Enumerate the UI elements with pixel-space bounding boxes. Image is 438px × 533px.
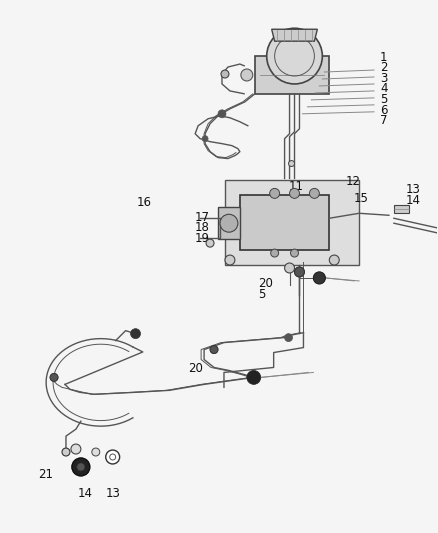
Circle shape — [72, 458, 90, 476]
Text: 14: 14 — [406, 193, 421, 207]
Circle shape — [225, 255, 235, 265]
Text: 16: 16 — [136, 196, 151, 209]
Circle shape — [290, 249, 298, 257]
Circle shape — [62, 448, 70, 456]
Circle shape — [221, 70, 229, 78]
Text: 5: 5 — [380, 93, 387, 106]
Text: 19: 19 — [195, 232, 210, 245]
Text: 5: 5 — [258, 288, 265, 301]
Circle shape — [131, 329, 141, 338]
Text: 18: 18 — [195, 221, 210, 235]
Text: 17: 17 — [195, 211, 210, 224]
Circle shape — [206, 239, 214, 247]
Circle shape — [210, 345, 218, 353]
Text: 20: 20 — [258, 277, 273, 290]
Circle shape — [241, 69, 253, 81]
Circle shape — [218, 110, 226, 118]
Circle shape — [271, 249, 279, 257]
Circle shape — [270, 188, 279, 198]
Text: 2: 2 — [380, 61, 388, 74]
Circle shape — [290, 188, 300, 198]
Circle shape — [247, 370, 261, 384]
Circle shape — [220, 214, 238, 232]
Text: 12: 12 — [345, 175, 360, 188]
Circle shape — [314, 272, 325, 284]
Polygon shape — [272, 29, 318, 41]
Bar — [240, 196, 329, 250]
Circle shape — [77, 463, 85, 471]
Circle shape — [202, 136, 208, 142]
Text: 21: 21 — [39, 469, 53, 481]
Text: 20: 20 — [188, 362, 203, 375]
Circle shape — [289, 160, 294, 166]
Text: 1: 1 — [380, 51, 388, 63]
Bar — [218, 207, 240, 239]
Circle shape — [329, 255, 339, 265]
Circle shape — [71, 444, 81, 454]
Circle shape — [309, 188, 319, 198]
Circle shape — [106, 450, 120, 464]
Circle shape — [92, 448, 100, 456]
Circle shape — [285, 334, 293, 342]
Text: 4: 4 — [380, 83, 388, 95]
Text: 13: 13 — [406, 183, 421, 196]
Text: 3: 3 — [380, 72, 387, 85]
Circle shape — [267, 28, 322, 84]
Text: 14: 14 — [78, 487, 92, 500]
Text: 11: 11 — [289, 181, 304, 193]
Circle shape — [50, 374, 58, 382]
Bar — [225, 181, 359, 265]
Circle shape — [294, 267, 304, 277]
Text: 6: 6 — [380, 103, 388, 117]
Text: 15: 15 — [354, 192, 369, 205]
Bar — [255, 56, 329, 94]
Text: 7: 7 — [380, 114, 388, 127]
Text: 13: 13 — [106, 487, 121, 500]
Bar — [394, 205, 409, 213]
Circle shape — [285, 263, 294, 273]
